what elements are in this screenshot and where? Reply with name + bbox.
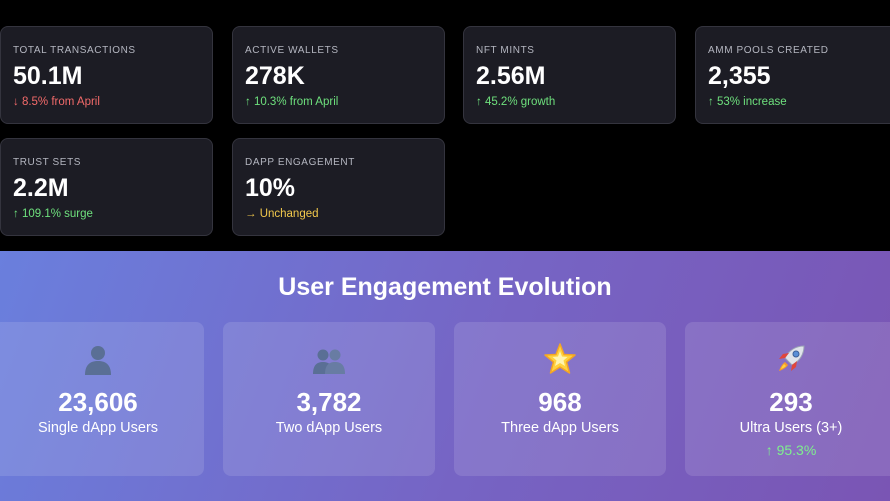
user-card-three: 968 Three dApp Users [454,322,666,476]
stat-label: NFT MINTS [476,45,535,56]
user-count: 3,782 [296,387,362,417]
stat-card-total-transactions: TOTAL TRANSACTIONS 50.1M ↓ 8.5% from Apr… [0,26,213,124]
user-count: 293 [769,387,813,417]
user-label: Two dApp Users [275,420,383,436]
stat-card-active-wallets: ACTIVE WALLETS 278K ↑ 10.3% from April [232,26,445,124]
stat-value: 2.2M [13,174,69,202]
two-users-icon [223,342,435,376]
stat-change: ↑ 10.3% from April [245,96,339,108]
stat-label: TOTAL TRANSACTIONS [13,45,136,56]
single-user-icon [0,342,204,376]
user-card-ultra: 293 Ultra Users (3+) ↑ 95.3% [685,322,890,476]
user-label: Single dApp Users [37,420,159,436]
stat-card-nft-mints: NFT MINTS 2.56M ↑ 45.2% growth [463,26,676,124]
user-label: Ultra Users (3+) [739,420,843,436]
stat-change: ↑ 109.1% surge [13,208,93,220]
user-label: Three dApp Users [501,420,619,436]
section-title: User Engagement Evolution [278,273,612,301]
stats-grid: TOTAL TRANSACTIONS 50.1M ↓ 8.5% from Apr… [0,26,890,236]
stat-label: TRUST SETS [13,157,82,168]
stat-card-trust-sets: TRUST SETS 2.2M ↑ 109.1% surge [0,138,213,236]
stat-value: 2.56M [476,62,546,90]
stat-card-amm-pools: AMM POOLS CREATED 2,355 ↑ 53% increase [695,26,890,124]
star-icon [454,342,666,376]
user-card-two: 3,782 Two dApp Users [223,322,435,476]
stat-value: 10% [245,174,296,202]
user-engagement-section: User Engagement Evolution 23,606 Single … [0,251,890,501]
stat-change: ↑ 45.2% growth [476,96,556,108]
stat-label: ACTIVE WALLETS [245,45,339,56]
stat-label: DAPP ENGAGEMENT [245,157,355,168]
stat-change: → Unchanged [245,208,319,220]
stat-change: ↓ 8.5% from April [13,96,100,108]
stat-value: 50.1M [13,62,83,90]
user-count: 968 [538,387,582,417]
user-count: 23,606 [58,387,138,417]
rocket-icon [685,342,890,376]
stat-value: 2,355 [708,62,771,90]
user-card-single: 23,606 Single dApp Users [0,322,204,476]
stat-card-dapp-engagement: DAPP ENGAGEMENT 10% → Unchanged [232,138,445,236]
stat-change: ↑ 53% increase [708,96,787,108]
stat-label: AMM POOLS CREATED [708,45,829,56]
user-change: ↑ 95.3% [765,442,817,458]
stat-value: 278K [245,62,305,90]
